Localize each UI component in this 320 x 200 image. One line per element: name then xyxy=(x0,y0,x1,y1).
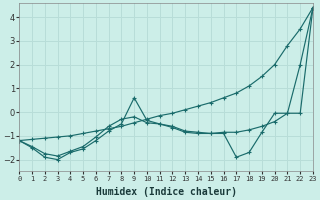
X-axis label: Humidex (Indice chaleur): Humidex (Indice chaleur) xyxy=(96,187,236,197)
